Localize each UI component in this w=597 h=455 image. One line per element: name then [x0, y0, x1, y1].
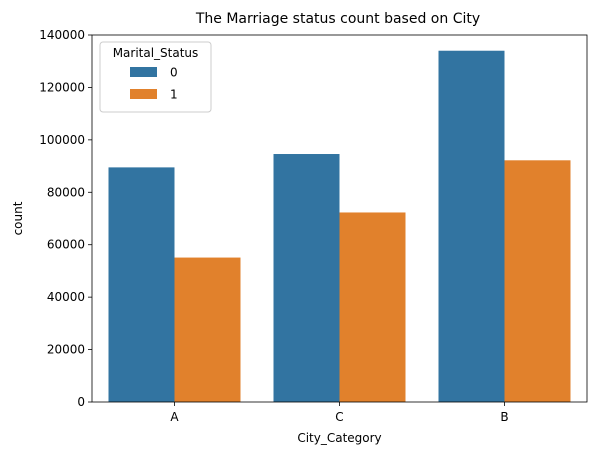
- legend-label-0: 0: [170, 66, 178, 80]
- chart-title: The Marriage status count based on City: [195, 11, 480, 27]
- bars-group: [108, 50, 571, 402]
- legend-title: Marital_Status: [113, 46, 199, 60]
- bar-A-status-1: [174, 257, 241, 402]
- y-axis-label: count: [11, 201, 25, 235]
- bar-C-status-0: [273, 154, 340, 402]
- legend-label-1: 1: [170, 88, 178, 102]
- bar-A-status-0: [108, 167, 175, 402]
- bar-C-status-1: [339, 212, 406, 402]
- legend-swatch-1: [130, 89, 157, 99]
- y-tick-label: 100000: [39, 133, 85, 147]
- x-tick-label: C: [335, 410, 343, 424]
- y-tick-label: 80000: [47, 185, 85, 199]
- x-axis-label: City_Category: [297, 431, 381, 445]
- legend-swatch-0: [130, 67, 157, 77]
- x-tick-label: B: [500, 410, 508, 424]
- y-tick-label: 120000: [39, 80, 85, 94]
- plot-frame: [91, 34, 588, 403]
- y-axis: 0 20000 40000 60000 80000 100000 120000 140000: [39, 28, 92, 409]
- y-tick-label: 20000: [47, 343, 85, 357]
- bar-B-status-1: [504, 160, 571, 402]
- legend: Marital_Status 0 1: [99, 41, 212, 113]
- y-tick-label: 40000: [47, 290, 85, 304]
- y-tick-label: 140000: [39, 28, 85, 42]
- x-tick-label: A: [170, 410, 179, 424]
- y-tick-label: 0: [77, 395, 85, 409]
- y-tick-label: 60000: [47, 238, 85, 252]
- bar-B-status-0: [438, 50, 505, 402]
